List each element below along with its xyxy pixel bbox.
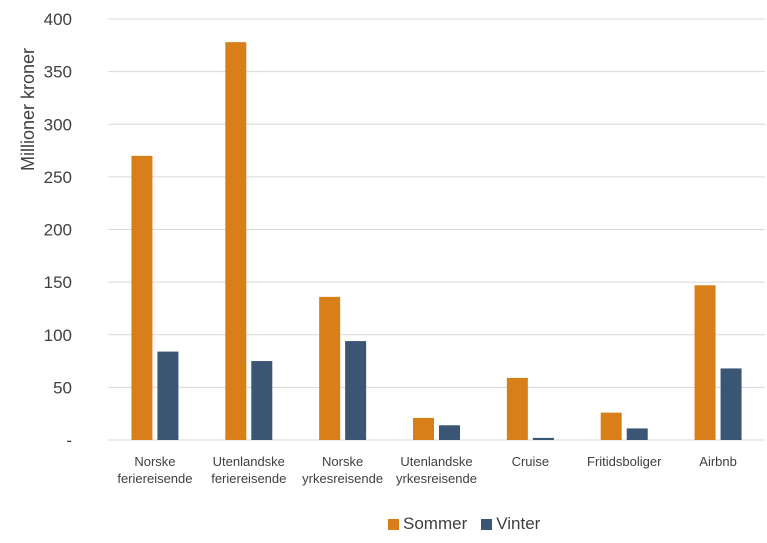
bar-sommer bbox=[225, 42, 247, 440]
bar-vinter bbox=[345, 341, 367, 440]
x-tick-label: Cruise bbox=[512, 454, 550, 469]
y-tick-label: 350 bbox=[44, 63, 72, 82]
bar-vinter bbox=[532, 437, 554, 440]
legend: Sommer Vinter bbox=[388, 514, 554, 534]
x-tick-label: Norske feriereisende bbox=[117, 454, 192, 486]
y-tick-label: 250 bbox=[44, 168, 72, 187]
y-tick-label: 50 bbox=[53, 378, 72, 397]
y-tick-label: 200 bbox=[44, 221, 72, 240]
legend-item-vinter: Vinter bbox=[481, 514, 540, 534]
bar-sommer bbox=[131, 155, 153, 440]
legend-swatch-vinter bbox=[481, 518, 493, 530]
y-tick-label: 300 bbox=[44, 115, 72, 134]
legend-label-vinter: Vinter bbox=[496, 514, 541, 533]
y-axis-label: Millioner kroner bbox=[18, 48, 38, 171]
bar-sommer bbox=[506, 377, 528, 440]
bar-vinter bbox=[439, 425, 460, 440]
x-tick-label: Utenlandske feriereisende bbox=[211, 454, 286, 486]
legend-item-sommer: Sommer bbox=[388, 514, 467, 534]
legend-swatch-sommer bbox=[388, 518, 399, 530]
x-tick-label: Fritidsboliger bbox=[587, 454, 662, 469]
bar-vinter bbox=[251, 361, 273, 440]
x-axis-ticks: Norske feriereisende Utenlandske feriereise… bbox=[117, 454, 737, 486]
y-tick-label: 150 bbox=[44, 273, 72, 292]
bar-sommer bbox=[694, 285, 716, 440]
bars bbox=[131, 42, 742, 440]
bar-sommer bbox=[600, 412, 622, 440]
x-tick-label: Norske yrkesreisende bbox=[302, 454, 383, 486]
gridlines bbox=[108, 18, 765, 441]
bar-sommer bbox=[319, 296, 341, 440]
x-tick-label: Utenlandske yrkesreisende bbox=[396, 454, 477, 486]
x-tick-label: Airbnb bbox=[699, 454, 737, 469]
y-tick-label: - bbox=[66, 431, 72, 450]
bar-sommer bbox=[413, 417, 434, 440]
y-tick-label: 400 bbox=[44, 10, 72, 29]
bar-vinter bbox=[626, 428, 648, 440]
bar-vinter bbox=[157, 351, 179, 440]
y-tick-label: 100 bbox=[44, 326, 72, 345]
bar-vinter bbox=[720, 368, 742, 440]
legend-label-sommer: Sommer bbox=[403, 514, 468, 533]
y-axis-ticks: - 50 100 150 200 250 300 350 400 bbox=[44, 10, 72, 450]
